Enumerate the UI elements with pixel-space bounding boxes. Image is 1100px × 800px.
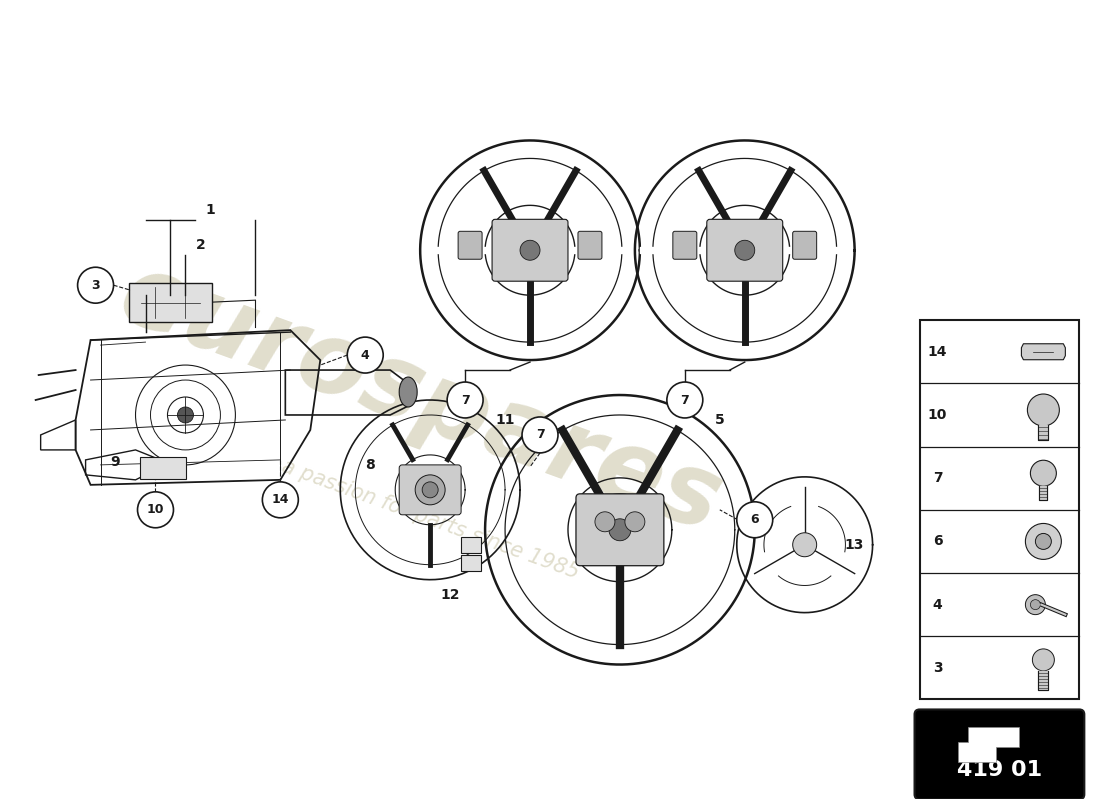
Circle shape [415, 475, 446, 505]
Circle shape [737, 502, 772, 538]
Circle shape [600, 510, 640, 550]
Text: 4: 4 [933, 598, 943, 612]
Circle shape [138, 492, 174, 528]
FancyBboxPatch shape [914, 710, 1085, 799]
FancyBboxPatch shape [399, 465, 461, 515]
FancyBboxPatch shape [461, 537, 481, 553]
FancyBboxPatch shape [578, 231, 602, 259]
Polygon shape [1022, 344, 1065, 360]
FancyBboxPatch shape [129, 283, 212, 322]
Text: 3: 3 [933, 661, 943, 675]
Circle shape [520, 240, 540, 260]
Text: 10: 10 [927, 408, 947, 422]
Text: 7: 7 [681, 394, 690, 406]
Text: 2: 2 [196, 238, 206, 252]
Text: 3: 3 [91, 278, 100, 292]
Circle shape [1031, 600, 1041, 610]
Circle shape [793, 533, 816, 557]
Polygon shape [958, 727, 1020, 762]
Text: eurospares: eurospares [107, 246, 734, 554]
Text: 7: 7 [933, 471, 943, 485]
Text: 6: 6 [933, 534, 943, 549]
Circle shape [1025, 594, 1045, 614]
Circle shape [1035, 534, 1052, 550]
Circle shape [667, 382, 703, 418]
FancyBboxPatch shape [673, 231, 696, 259]
Circle shape [78, 267, 113, 303]
Circle shape [263, 482, 298, 518]
Text: 1: 1 [206, 203, 216, 218]
Ellipse shape [399, 377, 417, 407]
Circle shape [609, 518, 631, 541]
FancyBboxPatch shape [492, 219, 568, 282]
Circle shape [727, 232, 762, 268]
FancyBboxPatch shape [576, 494, 664, 566]
FancyBboxPatch shape [461, 554, 481, 570]
Circle shape [422, 482, 438, 498]
Circle shape [1031, 460, 1056, 486]
Text: 7: 7 [536, 429, 544, 442]
Text: 14: 14 [272, 494, 289, 506]
Text: 9: 9 [111, 455, 120, 469]
FancyBboxPatch shape [140, 457, 187, 479]
Circle shape [512, 232, 548, 268]
Text: 6: 6 [750, 514, 759, 526]
Text: 4: 4 [361, 349, 370, 362]
Text: 12: 12 [440, 588, 460, 602]
Text: 8: 8 [365, 458, 375, 472]
Circle shape [1027, 394, 1059, 426]
Circle shape [447, 382, 483, 418]
Circle shape [348, 337, 383, 373]
Text: 5: 5 [715, 413, 725, 427]
Text: 11: 11 [495, 413, 515, 427]
Circle shape [595, 512, 615, 532]
Circle shape [735, 240, 755, 260]
Circle shape [177, 407, 194, 423]
Text: 419 01: 419 01 [957, 760, 1042, 780]
FancyBboxPatch shape [707, 219, 783, 282]
FancyBboxPatch shape [793, 231, 816, 259]
FancyBboxPatch shape [458, 231, 482, 259]
Circle shape [625, 512, 645, 532]
Text: 10: 10 [146, 503, 164, 516]
Text: 14: 14 [927, 345, 947, 358]
Text: 13: 13 [845, 538, 865, 552]
Text: 7: 7 [461, 394, 470, 406]
Text: a passion for parts since 1985: a passion for parts since 1985 [278, 457, 582, 583]
Circle shape [522, 417, 558, 453]
Circle shape [1025, 523, 1062, 559]
Circle shape [1033, 649, 1055, 671]
